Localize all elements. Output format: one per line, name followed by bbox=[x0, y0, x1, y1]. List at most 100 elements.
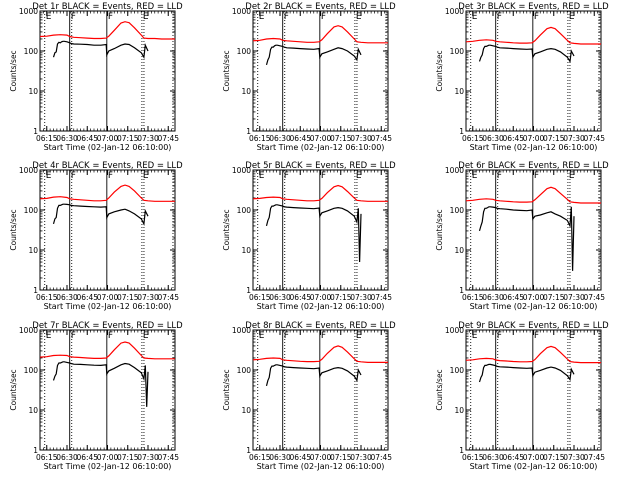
y-tick-label: 10 bbox=[241, 406, 251, 415]
x-tick-label: 07:00 bbox=[523, 134, 545, 143]
x-tick-label: 07:45 bbox=[370, 293, 392, 302]
x-tick-label: 07:30 bbox=[350, 453, 372, 462]
marker-label: F bbox=[284, 331, 289, 341]
y-tick-label: 10 bbox=[454, 87, 464, 96]
chart-panel-4: Det 4r BLACK = Events, RED = LLD 1 10 100 10… bbox=[9, 161, 183, 311]
y-axis-label: Counts/sec bbox=[9, 50, 18, 91]
marker-label: F bbox=[534, 331, 539, 341]
y-tick-label: 1 bbox=[33, 286, 38, 295]
marker-label: F bbox=[321, 171, 326, 181]
x-tick-label: 06:30 bbox=[482, 134, 504, 143]
chart-title: Det 7r BLACK = Events, RED = LLD bbox=[32, 321, 183, 331]
x-tick-label: 06:30 bbox=[56, 453, 78, 462]
marker-label: F bbox=[71, 331, 76, 341]
marker-label: E bbox=[569, 331, 575, 341]
y-tick-label: 1000 bbox=[232, 7, 251, 16]
marker-label: F bbox=[321, 12, 326, 22]
y-tick-label: 1000 bbox=[232, 326, 251, 335]
plot-frame bbox=[465, 10, 602, 132]
chart-panel-6: Det 6r BLACK = Events, RED = LLD 1 10 100 10… bbox=[435, 161, 609, 311]
plot-frame bbox=[252, 10, 389, 132]
marker-label: E bbox=[356, 171, 362, 181]
marker-label: E bbox=[356, 331, 362, 341]
x-tick-label: 07:30 bbox=[563, 293, 585, 302]
y-tick-label: 1 bbox=[459, 446, 464, 455]
x-tick-label: 06:45 bbox=[289, 293, 311, 302]
x-tick-label: 07:15 bbox=[330, 134, 352, 143]
plot-frame bbox=[39, 329, 176, 451]
marker-label: F bbox=[534, 171, 539, 181]
x-tick-label: 07:45 bbox=[370, 134, 392, 143]
x-axis-label: Start Time (02-Jan-12 06:10:00) bbox=[470, 143, 598, 152]
chart-panel-3: Det 3r BLACK = Events, RED = LLD 1 10 100 10… bbox=[435, 2, 609, 152]
marker-label: E bbox=[569, 171, 575, 181]
y-tick-label: 1000 bbox=[232, 166, 251, 175]
series-line-lld bbox=[39, 184, 175, 202]
marker-label: F bbox=[534, 12, 539, 22]
y-axis-label: Counts/sec bbox=[9, 369, 18, 410]
series-line-lld bbox=[39, 341, 175, 360]
marker-label: E bbox=[46, 12, 52, 22]
y-axis-label: Counts/sec bbox=[222, 209, 231, 250]
marker-label: F bbox=[284, 171, 289, 181]
x-tick-label: 07:15 bbox=[330, 293, 352, 302]
y-tick-label: 1000 bbox=[445, 7, 464, 16]
x-tick-label: 07:30 bbox=[137, 293, 159, 302]
series-line-events bbox=[478, 206, 575, 271]
x-tick-label: 07:15 bbox=[117, 134, 139, 143]
series-line-events bbox=[52, 40, 149, 60]
x-tick-label: 07:30 bbox=[350, 293, 372, 302]
series-line-events bbox=[478, 44, 575, 64]
x-tick-label: 07:15 bbox=[543, 453, 565, 462]
series-line-events bbox=[52, 361, 149, 407]
x-tick-label: 07:30 bbox=[563, 134, 585, 143]
x-axis-label: Start Time (02-Jan-12 06:10:00) bbox=[470, 462, 598, 471]
y-tick-label: 1000 bbox=[19, 326, 38, 335]
x-tick-label: 07:30 bbox=[137, 453, 159, 462]
y-tick-label: 1000 bbox=[445, 166, 464, 175]
x-tick-label: 07:30 bbox=[137, 134, 159, 143]
y-tick-label: 100 bbox=[237, 47, 252, 56]
marker-label: E bbox=[259, 12, 265, 22]
y-tick-label: 100 bbox=[237, 206, 252, 215]
y-tick-label: 100 bbox=[24, 47, 39, 56]
y-axis-label: Counts/sec bbox=[435, 369, 444, 410]
series-line-lld bbox=[465, 26, 601, 45]
x-tick-label: 07:45 bbox=[157, 134, 179, 143]
x-tick-label: 07:45 bbox=[157, 453, 179, 462]
x-tick-label: 07:30 bbox=[563, 453, 585, 462]
x-tick-label: 07:00 bbox=[523, 293, 545, 302]
marker-label: E bbox=[259, 171, 265, 181]
chart-panel-5: Det 5r BLACK = Events, RED = LLD 1 10 100 10… bbox=[222, 161, 396, 311]
x-tick-label: 07:00 bbox=[97, 134, 119, 143]
chart-title: Det 1r BLACK = Events, RED = LLD bbox=[32, 2, 183, 12]
x-axis-label: Start Time (02-Jan-12 06:10:00) bbox=[257, 302, 385, 311]
x-tick-label: 07:30 bbox=[350, 134, 372, 143]
y-tick-label: 10 bbox=[241, 246, 251, 255]
plot-frame bbox=[252, 169, 389, 291]
marker-label: F bbox=[108, 171, 113, 181]
x-tick-label: 07:45 bbox=[583, 134, 605, 143]
x-tick-label: 07:15 bbox=[117, 293, 139, 302]
y-tick-label: 1 bbox=[459, 286, 464, 295]
plot-frame bbox=[252, 329, 389, 451]
y-tick-label: 1 bbox=[246, 127, 251, 136]
series-line-events bbox=[265, 44, 362, 66]
x-axis-label: Start Time (02-Jan-12 06:10:00) bbox=[44, 302, 172, 311]
x-tick-label: 06:45 bbox=[76, 293, 98, 302]
x-tick-label: 06:30 bbox=[56, 293, 78, 302]
chart-panel-2: Det 2r BLACK = Events, RED = LLD 1 10 100 10… bbox=[222, 2, 396, 152]
x-tick-label: 06:30 bbox=[482, 453, 504, 462]
y-tick-label: 1 bbox=[33, 127, 38, 136]
marker-label: E bbox=[472, 331, 478, 341]
marker-label: E bbox=[143, 331, 149, 341]
x-tick-label: 06:15 bbox=[36, 453, 58, 462]
chart-title: Det 3r BLACK = Events, RED = LLD bbox=[458, 2, 609, 12]
y-tick-label: 10 bbox=[241, 87, 251, 96]
x-tick-label: 06:45 bbox=[502, 453, 524, 462]
x-tick-label: 07:00 bbox=[310, 453, 332, 462]
x-axis-label: Start Time (02-Jan-12 06:10:00) bbox=[44, 462, 172, 471]
x-tick-label: 06:15 bbox=[462, 134, 484, 143]
y-axis-label: Counts/sec bbox=[435, 50, 444, 91]
